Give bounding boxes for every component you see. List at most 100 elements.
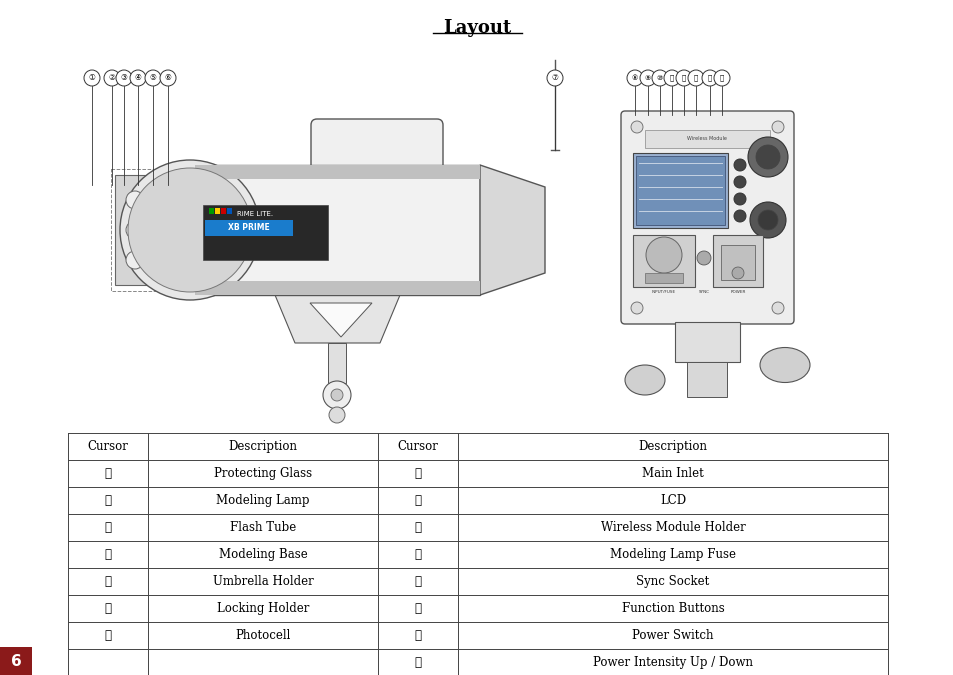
- Circle shape: [651, 70, 667, 86]
- Text: ⑫: ⑫: [414, 575, 421, 588]
- Text: Umbrella Holder: Umbrella Holder: [213, 575, 313, 588]
- Ellipse shape: [624, 365, 664, 395]
- Text: ⑭: ⑭: [707, 75, 711, 81]
- Polygon shape: [310, 303, 372, 337]
- Text: ⑤: ⑤: [150, 74, 156, 82]
- Text: ⑩: ⑩: [414, 521, 421, 534]
- Text: POWER: POWER: [730, 290, 745, 294]
- Circle shape: [733, 210, 745, 222]
- Text: ⑬: ⑬: [693, 75, 698, 81]
- Text: ②: ②: [105, 494, 112, 507]
- Bar: [194, 281, 479, 295]
- Text: Wireless Module Holder: Wireless Module Holder: [600, 521, 744, 534]
- Circle shape: [701, 70, 718, 86]
- Ellipse shape: [760, 348, 809, 383]
- Text: ⑦: ⑦: [105, 629, 112, 642]
- Bar: [227, 208, 232, 214]
- Text: Wireless Module: Wireless Module: [686, 136, 726, 142]
- Text: Function Buttons: Function Buttons: [621, 602, 723, 615]
- Circle shape: [676, 70, 691, 86]
- Circle shape: [771, 302, 783, 314]
- Text: ⑨: ⑨: [414, 494, 421, 507]
- Circle shape: [755, 145, 780, 169]
- Circle shape: [645, 237, 681, 273]
- Circle shape: [128, 168, 252, 292]
- Circle shape: [331, 389, 343, 401]
- Text: Flash Tube: Flash Tube: [230, 521, 295, 534]
- Bar: [194, 165, 479, 179]
- Circle shape: [84, 70, 100, 86]
- Circle shape: [104, 70, 120, 86]
- Bar: [633, 235, 695, 287]
- Bar: [221, 208, 226, 214]
- Circle shape: [126, 191, 144, 209]
- Text: ⑧: ⑧: [414, 467, 421, 480]
- Bar: [115, 175, 190, 285]
- Text: Modeling Lamp: Modeling Lamp: [216, 494, 310, 507]
- Text: ⑭: ⑭: [414, 629, 421, 642]
- Text: RiME LITE.: RiME LITE.: [236, 211, 273, 217]
- Circle shape: [126, 251, 144, 269]
- Bar: [712, 235, 762, 287]
- Text: ②: ②: [109, 74, 115, 82]
- Circle shape: [687, 70, 703, 86]
- Circle shape: [120, 160, 260, 300]
- Circle shape: [749, 202, 785, 238]
- Bar: [0, 647, 32, 675]
- Text: ⑧: ⑧: [631, 75, 638, 81]
- Text: Cursor: Cursor: [397, 440, 438, 453]
- Text: ③: ③: [105, 521, 112, 534]
- Bar: [203, 205, 328, 260]
- Circle shape: [323, 381, 351, 409]
- Circle shape: [130, 70, 146, 86]
- Circle shape: [630, 302, 642, 314]
- Bar: [686, 362, 726, 397]
- Circle shape: [160, 70, 175, 86]
- Text: Modeling Base: Modeling Base: [218, 548, 307, 561]
- Circle shape: [663, 70, 679, 86]
- Text: ⑦: ⑦: [551, 74, 558, 82]
- Text: Protecting Glass: Protecting Glass: [213, 467, 312, 480]
- Text: ⑩: ⑩: [657, 75, 662, 81]
- Text: ④: ④: [134, 74, 141, 82]
- Circle shape: [546, 70, 562, 86]
- Text: ①: ①: [105, 467, 112, 480]
- Text: ⑫: ⑫: [681, 75, 685, 81]
- Circle shape: [126, 221, 144, 239]
- Circle shape: [771, 121, 783, 133]
- FancyBboxPatch shape: [311, 119, 442, 171]
- Circle shape: [626, 70, 642, 86]
- Text: SYNC: SYNC: [698, 290, 709, 294]
- Bar: [644, 273, 682, 283]
- Text: Cursor: Cursor: [88, 440, 129, 453]
- Bar: [205, 220, 293, 236]
- Text: ⑬: ⑬: [414, 602, 421, 615]
- Text: ⑥: ⑥: [164, 74, 172, 82]
- Text: ④: ④: [105, 548, 112, 561]
- Text: LCD: LCD: [659, 494, 685, 507]
- Text: ⑮: ⑮: [414, 656, 421, 669]
- Text: ⑤: ⑤: [105, 575, 112, 588]
- Circle shape: [731, 267, 743, 279]
- Bar: [633, 153, 727, 228]
- Text: ⑥: ⑥: [105, 602, 112, 615]
- Bar: [328, 343, 346, 383]
- Bar: [720, 245, 754, 280]
- Text: ⑪: ⑪: [414, 548, 421, 561]
- Text: ⑮: ⑮: [720, 75, 723, 81]
- Text: Power Switch: Power Switch: [632, 629, 713, 642]
- Bar: [675, 322, 740, 362]
- Circle shape: [747, 137, 787, 177]
- Circle shape: [758, 210, 778, 230]
- Text: Description: Description: [638, 440, 707, 453]
- Text: Power Intensity Up / Down: Power Intensity Up / Down: [593, 656, 752, 669]
- Bar: [636, 156, 724, 225]
- Circle shape: [116, 70, 132, 86]
- Circle shape: [329, 407, 345, 423]
- Circle shape: [697, 251, 710, 265]
- Circle shape: [639, 70, 656, 86]
- Text: ⑨: ⑨: [644, 75, 651, 81]
- Text: Description: Description: [229, 440, 297, 453]
- Text: Layout: Layout: [442, 19, 511, 37]
- Circle shape: [713, 70, 729, 86]
